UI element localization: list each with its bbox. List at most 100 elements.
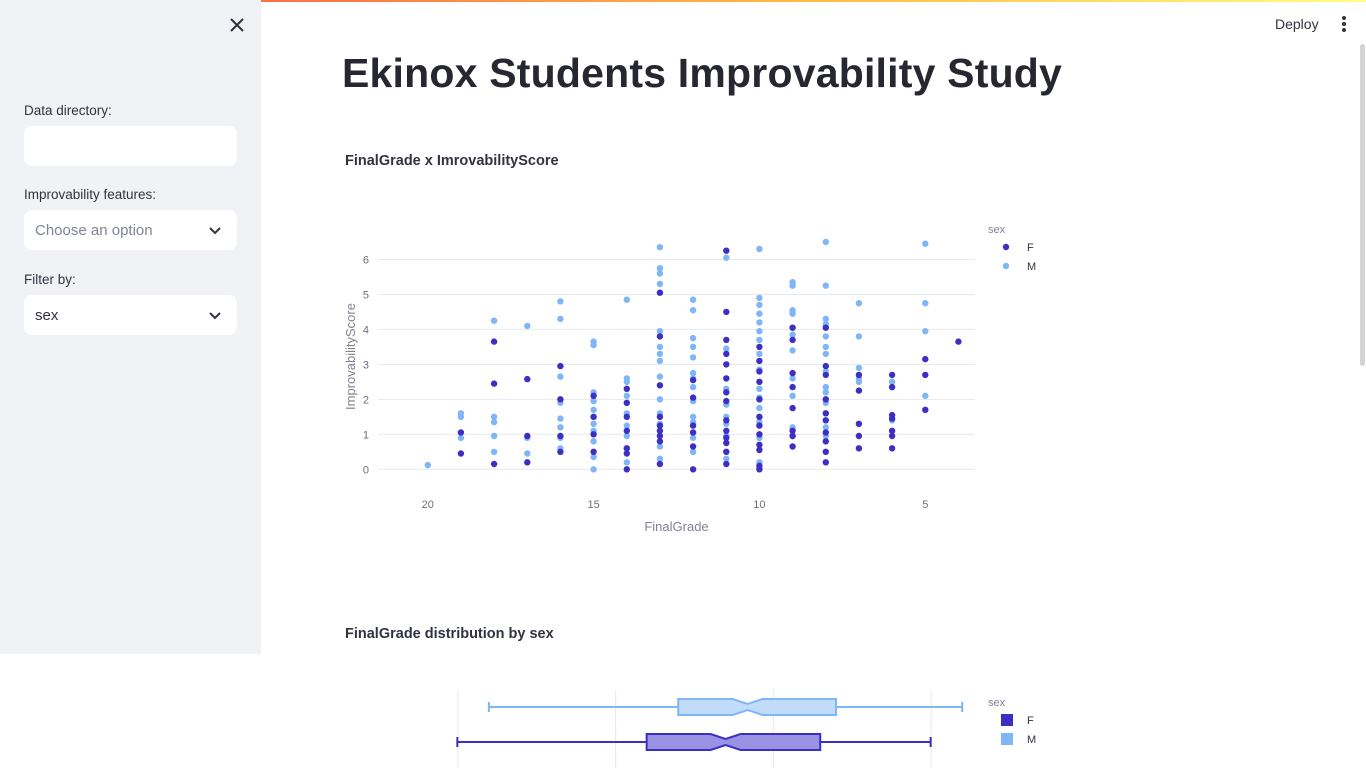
x-tick-label: 15: [587, 499, 599, 511]
scatter-point-F: [689, 466, 697, 473]
scatter-point-F: [922, 355, 929, 363]
scatter-point-M: [888, 378, 896, 385]
scatter-point-M: [922, 240, 929, 247]
scatter-point-F: [789, 427, 796, 434]
scatter-point-M: [524, 322, 531, 330]
close-sidebar-button[interactable]: [226, 14, 248, 36]
scatter-point-M: [789, 310, 796, 317]
scatter-point-M: [855, 364, 863, 372]
scatter-point-F: [822, 324, 829, 331]
scatter-point-M: [789, 282, 796, 289]
scatter-point-M: [656, 244, 664, 251]
scatter-point-F: [457, 429, 465, 436]
scatter-point-M: [822, 282, 829, 289]
scatter-point-F: [723, 448, 730, 455]
scatter-point-M: [656, 280, 664, 288]
scatter-point-M: [590, 420, 597, 427]
y-tick-label: 6: [363, 254, 369, 266]
page-scrollbar[interactable]: [1360, 44, 1365, 366]
scatter-point-M: [789, 375, 796, 382]
scatter-point-F: [656, 460, 664, 468]
scatter-point-F: [689, 394, 697, 401]
legend-title: sex: [988, 697, 1006, 709]
scatter-point-F: [789, 383, 796, 391]
scatter-point-F: [623, 399, 630, 406]
filter-by-value: sex: [35, 306, 59, 324]
scatter-point-F: [689, 443, 697, 450]
scatter-point-F: [855, 371, 863, 379]
legend-marker-M: [1001, 733, 1013, 745]
improvability-features-select[interactable]: Choose an option: [24, 210, 237, 250]
scatter-point-F: [789, 404, 796, 412]
scatter-point-F: [557, 362, 564, 370]
scatter-point-F: [789, 324, 796, 331]
scatter-point-F: [656, 432, 664, 440]
close-icon: [230, 18, 244, 32]
scatter-point-F: [490, 380, 498, 387]
sidebar: Data directory: Improvability features: …: [0, 0, 261, 654]
scatter-point-F: [590, 431, 597, 438]
deploy-button[interactable]: Deploy: [1275, 16, 1319, 32]
scatter-point-M: [689, 334, 697, 342]
scatter-point-F: [524, 459, 531, 466]
scatter-point-M: [822, 238, 829, 246]
scatter-point-F: [955, 338, 962, 345]
y-tick-label: 3: [363, 359, 369, 371]
legend-title: sex: [988, 224, 1006, 236]
scatter-point-M: [490, 448, 498, 455]
scatter-point-F: [723, 389, 730, 396]
scatter-point-M: [855, 300, 863, 307]
scatter-point-F: [723, 247, 730, 254]
scatter-point-M: [689, 413, 697, 420]
scatter-point-M: [689, 448, 697, 455]
scatter-point-M: [656, 443, 664, 450]
scatter-point-F: [656, 422, 664, 429]
scatter-point-F: [756, 378, 763, 385]
y-tick-label: 5: [363, 289, 369, 301]
scatter-point-F: [756, 396, 763, 403]
scatter-point-M: [590, 341, 597, 349]
scatter-point-M: [490, 432, 498, 440]
scatter-point-F: [557, 432, 564, 440]
scatter-point-F: [888, 427, 896, 434]
scatter-point-F: [723, 439, 730, 447]
data-directory-input[interactable]: [24, 126, 237, 166]
scatter-chart[interactable]: 0 1 2 3 4 5 6 20 15 10 5 FinalGrade ImprovabilitySco…: [343, 224, 1036, 534]
scatter-point-F: [524, 432, 531, 440]
data-directory-label: Data directory:: [24, 103, 112, 118]
scatter-point-F: [822, 417, 829, 424]
scatter-point-F: [888, 415, 896, 422]
scatter-point-F: [557, 396, 564, 403]
scatter-point-M: [822, 424, 829, 431]
scatter-point-M: [756, 350, 763, 358]
scatter-point-F: [723, 308, 730, 316]
filter-by-select[interactable]: sex: [24, 295, 237, 335]
scatter-point-F: [656, 438, 664, 445]
main-menu-button[interactable]: [1338, 14, 1350, 34]
top-accent-bar: [0, 0, 1366, 2]
scatter-point-M: [557, 373, 564, 380]
scatter-point-M: [689, 307, 697, 314]
scatter-point-F: [922, 406, 929, 413]
scatter-point-M: [557, 424, 564, 431]
scatter-point-F: [822, 362, 829, 370]
scatter-point-F: [756, 466, 763, 473]
scatter-point-M: [822, 389, 829, 396]
more-vertical-icon: [1342, 16, 1346, 32]
scatter-point-M: [623, 378, 630, 385]
scatter-point-F: [490, 460, 498, 468]
scatter-point-M: [656, 265, 664, 272]
scatter-point-F: [855, 387, 863, 394]
scatter-point-M: [490, 317, 498, 324]
legend-marker-M: [1002, 262, 1010, 270]
scatter-point-F: [656, 413, 664, 420]
scatter-point-F: [557, 448, 564, 455]
scatter-point-F: [756, 441, 763, 448]
chevron-down-icon: [209, 227, 221, 235]
scatter-point-F: [756, 357, 763, 365]
box-chart[interactable]: sex FM: [456, 690, 1036, 768]
scatter-point-F: [822, 410, 829, 417]
scatter-point-M: [656, 350, 664, 358]
scatter-point-M: [756, 404, 763, 412]
scatter-point-M: [689, 383, 697, 391]
